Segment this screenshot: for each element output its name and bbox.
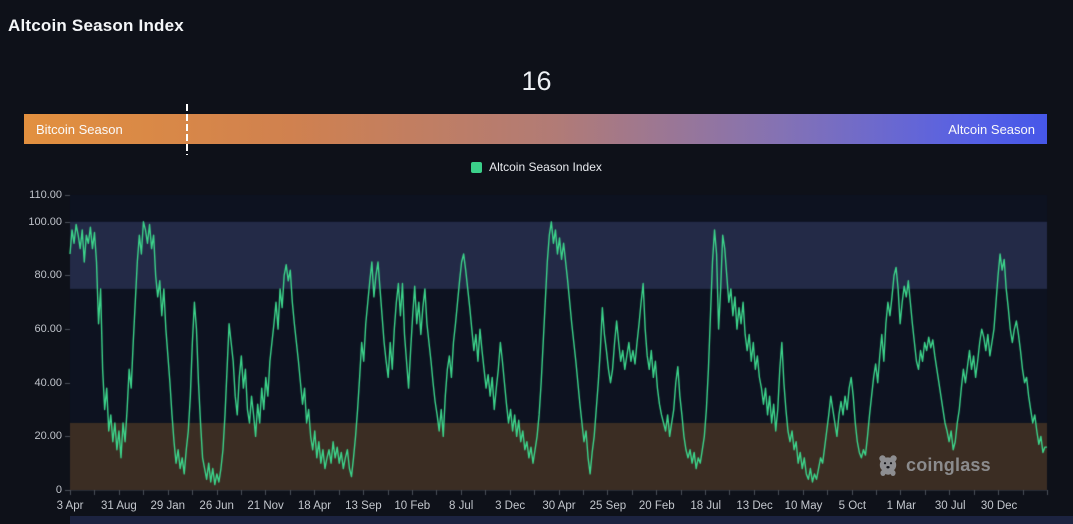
x-axis-label: 10 Feb	[394, 500, 431, 512]
altcoin-season-label: Altcoin Season	[948, 121, 1035, 137]
navigator-bar[interactable]	[70, 516, 1073, 524]
x-axis-label: 29 Jan	[150, 500, 186, 512]
x-axis-label: 5 Oct	[838, 500, 867, 512]
x-axis-label: 25 Sep	[589, 500, 627, 512]
chart-area: 110.00 100.00 80.00 60.00 40.00 20.00 0 3 Apr 3…	[0, 185, 1073, 524]
x-axis-label: 10 May	[784, 500, 823, 512]
page-title: Altcoin Season Index	[8, 16, 184, 35]
x-axis-label: 18 Jul	[690, 500, 722, 512]
coinglass-logo-icon	[879, 455, 897, 476]
x-axis-label: 21 Nov	[247, 500, 284, 512]
y-axis-label: 40.00	[34, 376, 62, 389]
x-axis-label: 13 Sep	[345, 500, 382, 512]
coinglass-wordmark: coinglass	[906, 454, 991, 475]
x-axis-label: 30 Apr	[542, 500, 576, 512]
x-axis-label: 13 Dec	[736, 500, 773, 512]
y-axis-label: 80.00	[34, 269, 62, 282]
y-axis-label: 110.00	[29, 189, 62, 201]
x-axis-label: 3 Apr	[56, 500, 84, 512]
legend-swatch-icon	[471, 161, 483, 173]
x-axis-label: 31 Aug	[100, 500, 137, 512]
legend[interactable]: Altcoin Season Index	[0, 158, 1073, 176]
index-current-value: 16	[521, 66, 552, 96]
x-axis-label: 30 Jul	[934, 500, 966, 512]
x-axis-label: 18 Apr	[297, 500, 332, 512]
index-chart-canvas[interactable]	[0, 185, 1073, 500]
x-axis-label: 30 Dec	[980, 500, 1018, 512]
season-marker	[186, 104, 188, 155]
coinglass-watermark: coinglass	[876, 453, 991, 477]
y-axis-label: 20.00	[34, 430, 62, 443]
y-axis-label: 0	[55, 484, 62, 496]
y-axis-label: 100.00	[28, 215, 62, 228]
legend-label: Altcoin Season Index	[489, 160, 602, 174]
y-axis-label: 60.00	[34, 323, 62, 336]
x-axis-label: 26 Jun	[199, 500, 234, 512]
x-axis-label: 20 Feb	[638, 500, 675, 512]
x-axis-label: 1 Mar	[886, 500, 916, 512]
season-gradient-bar: Bitcoin Season Altcoin Season	[24, 114, 1047, 144]
x-axis-label: 3 Dec	[495, 500, 526, 512]
bitcoin-season-label: Bitcoin Season	[36, 121, 123, 137]
x-axis-label: 8 Jul	[449, 500, 474, 512]
